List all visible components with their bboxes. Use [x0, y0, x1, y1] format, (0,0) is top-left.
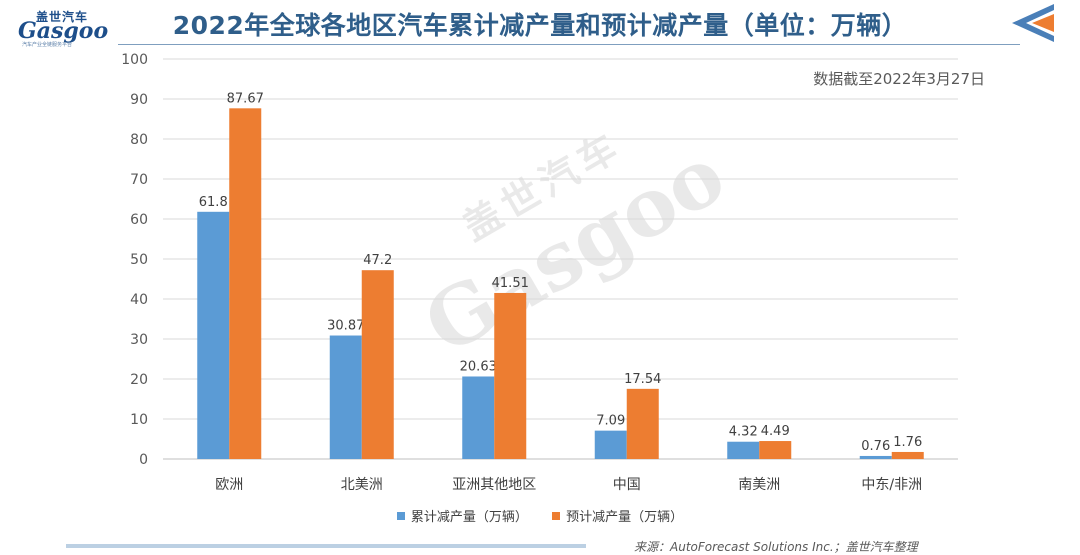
x-tick-label: 亚洲其他地区 — [452, 477, 536, 493]
data-label: 4.32 — [729, 425, 758, 440]
y-tick-label: 10 — [130, 412, 148, 428]
bar — [891, 451, 924, 459]
back-arrow-icon[interactable] — [1004, 2, 1056, 44]
data-label: 41.51 — [492, 276, 529, 291]
bar — [626, 388, 659, 459]
bottom-divider — [66, 544, 586, 548]
title-divider — [118, 44, 1020, 45]
y-tick-label: 20 — [130, 372, 148, 388]
legend-label-series1: 累计减产量（万辆） — [410, 510, 528, 525]
y-tick-label: 100 — [121, 52, 148, 68]
data-label: 1.76 — [893, 435, 922, 450]
y-tick-label: 50 — [130, 252, 148, 268]
y-tick-label: 70 — [130, 172, 148, 188]
bar — [594, 430, 627, 459]
data-label: 20.63 — [460, 359, 497, 374]
bar — [759, 441, 792, 459]
logo-cn-text: 盖世汽车 — [36, 10, 89, 24]
gasgoo-logo: 盖世汽车 Gasgoo 汽车产业全链服务平台 — [14, 8, 114, 48]
logo-subtitle: 汽车产业全链服务平台 — [22, 42, 73, 48]
data-date-note: 数据截至2022年3月27日 — [813, 70, 985, 88]
page-title: 2022年全球各地区汽车累计减产量和预计减产量（单位：万辆） — [172, 11, 908, 40]
legend-item-series1: 累计减产量（万辆） — [396, 506, 528, 525]
bar — [361, 270, 394, 459]
data-label: 87.67 — [227, 91, 264, 106]
y-tick-label: 30 — [130, 332, 148, 348]
data-label: 30.87 — [327, 319, 364, 334]
y-tick-label: 0 — [139, 452, 148, 468]
y-tick-label: 60 — [130, 212, 148, 228]
legend-label-series2: 预计减产量（万辆） — [566, 510, 684, 525]
bar — [859, 455, 892, 459]
x-tick-label: 欧洲 — [215, 477, 243, 493]
data-label: 17.54 — [624, 372, 661, 387]
source-note: 来源：AutoForecast Solutions Inc.；盖世汽车整理 — [634, 540, 918, 554]
data-label: 7.09 — [596, 414, 625, 429]
data-label: 61.8 — [199, 195, 228, 210]
legend-swatch-series1 — [396, 511, 405, 520]
x-tick-label: 北美洲 — [341, 477, 383, 493]
x-tick-label: 中国 — [613, 477, 641, 493]
data-label: 4.49 — [761, 424, 790, 439]
bar — [727, 441, 760, 459]
legend-swatch-series2 — [552, 511, 561, 520]
bar — [329, 335, 362, 459]
logo-en-text: Gasgoo — [18, 18, 109, 44]
data-label: 47.2 — [363, 253, 392, 268]
chart-legend: 累计减产量（万辆） 预计减产量（万辆） — [0, 506, 1080, 525]
y-tick-label: 80 — [130, 132, 148, 148]
legend-item-series2: 预计减产量（万辆） — [552, 506, 683, 525]
bar — [494, 292, 527, 459]
x-tick-label: 中东/非洲 — [861, 477, 922, 493]
bar — [462, 376, 495, 459]
x-tick-label: 南美洲 — [738, 477, 780, 493]
y-tick-label: 90 — [130, 92, 148, 108]
bar — [229, 108, 262, 459]
y-tick-label: 40 — [130, 292, 148, 308]
bar — [197, 211, 230, 459]
data-label: 0.76 — [861, 439, 890, 454]
